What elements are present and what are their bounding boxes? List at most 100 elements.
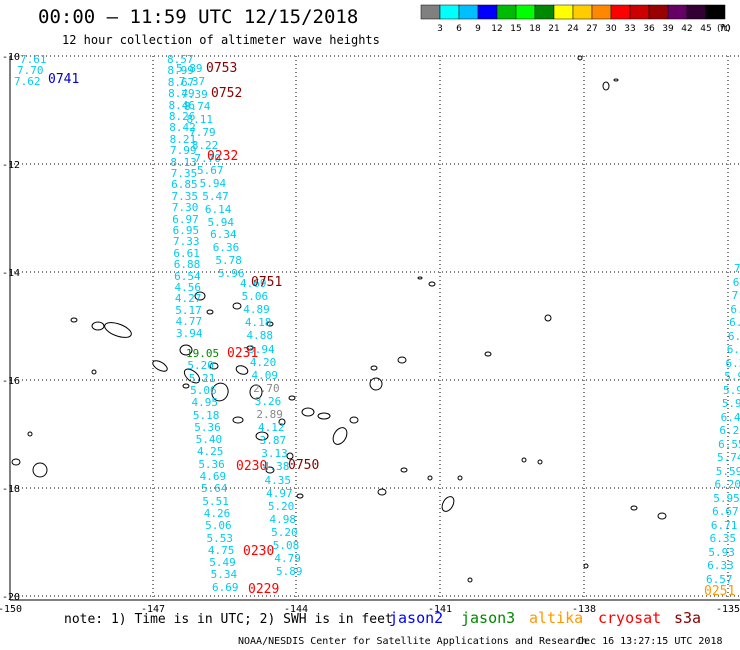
wave-height-label: 8.21: [169, 132, 197, 146]
island-outlines: [11, 55, 667, 583]
legend-tick-label: 33: [624, 24, 635, 34]
wave-height-label: 8.46: [168, 98, 196, 112]
island-outline: [182, 383, 190, 389]
legend-swatch: [667, 4, 688, 20]
wave-height-label: 5.51: [202, 494, 229, 508]
wave-height-label: 8.42: [169, 121, 196, 135]
wave-height-label: 5.36: [194, 420, 221, 434]
island-outline: [484, 351, 492, 357]
wave-height-label: 7.35: [170, 167, 198, 180]
legend-swatch: [629, 4, 650, 20]
legend-swatch: [705, 4, 726, 20]
wave-height-label: 7.70: [194, 151, 221, 165]
wave-height-label: 4.95: [191, 396, 218, 410]
wave-height-label: 6.45: [720, 410, 740, 424]
legend-tick-label: 15: [510, 24, 521, 34]
axis-tick-labels: -150 -147 -144 -141 -138 -135 -10 -12 -14 -16 -18 -…: [0, 52, 740, 615]
wave-height-label: 5.95: [713, 491, 740, 505]
wave-height-label: 5.20: [271, 525, 298, 539]
wave-height-label: 8.13: [170, 155, 197, 169]
island-outline: [427, 475, 433, 481]
wave-height-label: 6.20: [714, 478, 740, 491]
wave-height-label: 4.56: [174, 281, 202, 294]
wave-height-label: 7.79: [189, 126, 216, 139]
wave-height-label: 8.99: [167, 64, 194, 78]
wave-height-label: 7.33: [173, 235, 200, 249]
wave-height-label: 5.17: [175, 303, 202, 317]
wave-height-label: 4.35: [264, 473, 292, 487]
wave-height-label: 7.: [731, 289, 740, 302]
wave-height-label: 7.62: [14, 75, 41, 88]
pass-time-label: 0230: [243, 544, 275, 559]
legend-swatch: [648, 4, 669, 20]
island-outline: [630, 505, 638, 511]
wave-height-label: 2.89: [256, 408, 283, 421]
legend-swatch: [534, 4, 555, 20]
wave-height-label: 4.88: [246, 329, 274, 343]
wave-height-label: 7.37: [178, 74, 206, 88]
wave-height-label: 5.67: [197, 164, 224, 178]
island-outline: [255, 431, 269, 441]
pass-time-label: 0231: [227, 346, 259, 361]
island-outline: [349, 416, 359, 424]
wave-height-label: 8.67: [167, 75, 195, 89]
wave-height-label: 6.97: [172, 212, 199, 226]
wave-height-label: 7.30: [171, 201, 199, 215]
legend-tick-label: 27: [586, 24, 597, 34]
satellite-legend-item: altika: [529, 609, 584, 627]
island-outline: [206, 309, 214, 315]
wave-height-label: 6.85: [171, 178, 198, 192]
pass-time-label: 0232: [207, 149, 239, 164]
legend-swatch: [591, 4, 612, 20]
x-tick-label: -147: [141, 604, 165, 615]
wave-height-label: 5.89: [276, 565, 303, 579]
footer-credit: NOAA/NESDIS Center for Satellite Applica…: [238, 636, 588, 647]
wave-height-label: 6.28: [719, 424, 740, 437]
wave-height-label: 5.53: [206, 531, 234, 545]
wave-height-label: 7: [734, 262, 740, 275]
island-outline: [266, 321, 274, 327]
satellite-legend-item: jason2: [389, 609, 444, 627]
legend-swatch: [477, 4, 498, 20]
x-tick-label: -150: [0, 604, 22, 615]
island-outline: [91, 369, 97, 375]
island-outline: [104, 322, 132, 338]
map-title: 00:00 – 11:59 UTC 12/15/2018: [38, 6, 359, 28]
wave-height-label: 5.64: [201, 482, 228, 496]
wave-height-label: 4.38: [262, 460, 290, 474]
wave-height-label: 4.26: [203, 506, 231, 520]
wave-height-label: 6.54: [174, 269, 201, 283]
wave-height-label: 5.98: [724, 370, 740, 383]
wave-height-label: 4.69: [199, 470, 227, 483]
island-outline: [27, 431, 33, 437]
legend-swatch: [439, 4, 460, 20]
legend-tick-label: 30: [605, 24, 617, 34]
wave-height-label: 4.98: [269, 512, 296, 526]
wave-height-label: 6.4: [729, 316, 740, 329]
wave-height-label: 6.36: [212, 241, 240, 255]
wave-height-label: 8.74: [183, 100, 211, 114]
wave-height-label: 4.09: [251, 368, 278, 382]
wave-height-label: 6.67: [712, 505, 739, 518]
wave-height-label: 4.89: [243, 303, 270, 317]
island-outline: [32, 462, 48, 478]
wave-height-label: 8.57: [167, 53, 194, 66]
wave-height-label: 7.61: [20, 53, 47, 66]
wave-height-label: 6.33: [707, 559, 734, 572]
color-scale-legend: 3 6 9 12 15 18 21 24 27 30 33 36 39 42 45 70(ft): [420, 4, 731, 34]
island-outline: [91, 321, 105, 331]
wave-height-label: 5.08: [272, 539, 300, 552]
wave-height-label: 6.69: [212, 580, 239, 594]
wave-height-label: 5.94: [207, 215, 235, 229]
legend-tick-label: 45: [700, 24, 711, 34]
island-outline: [235, 365, 249, 375]
legend-swatch: [496, 4, 517, 20]
wave-height-label: 5.49: [209, 556, 236, 570]
legend-swatch: [553, 4, 574, 20]
y-tick-label: -14: [2, 268, 20, 279]
wave-height-label: 5.74: [716, 451, 740, 464]
wave-height-label: 4.25: [196, 445, 224, 459]
island-outline: [457, 475, 463, 481]
y-tick-label: -18: [2, 484, 20, 495]
wave-height-label: 6.55: [718, 437, 740, 451]
